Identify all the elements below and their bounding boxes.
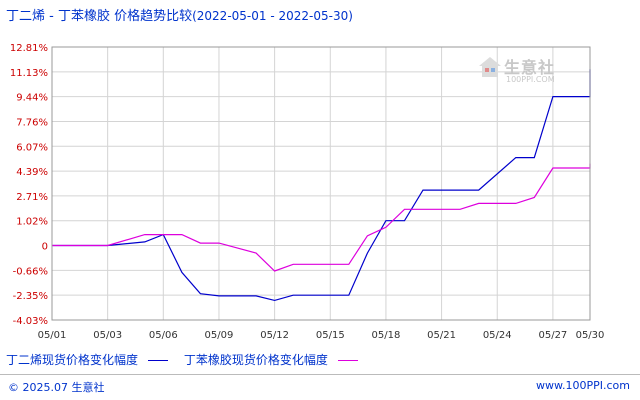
x-tick-label: 05/15: [316, 330, 345, 341]
x-axis-ticks: 05/01 05/03 05/06 05/09 05/12 05/15 05/18 05/21…: [38, 330, 605, 341]
x-tick-label: 05/21: [427, 330, 456, 341]
y-tick-label: 11.13%: [10, 68, 48, 79]
x-tick-label: 05/27: [538, 330, 567, 341]
house-icon: [479, 57, 501, 77]
x-tick-label: 05/03: [93, 330, 122, 341]
series-line-sbr: [52, 163, 591, 272]
x-tick-label: 05/24: [483, 330, 512, 341]
legend-swatch-butadiene: [148, 360, 169, 361]
footer-site-link[interactable]: www.100PPI.com: [536, 379, 630, 392]
footer-copyright: © 2025.07 生意社: [8, 381, 105, 394]
x-tick-label: 05/30: [576, 330, 605, 341]
x-tick-label: 05/12: [260, 330, 289, 341]
chart-title-text: 丁二烯 - 丁苯橡胶 价格趋势比较: [6, 9, 193, 24]
watermark-url: 100PPI.COM: [506, 75, 555, 84]
series-line-butadiene: [52, 69, 591, 302]
legend-label-sbr: 丁苯橡胶现货价格变化幅度: [183, 353, 328, 367]
x-tick-label: 05/09: [205, 330, 234, 341]
y-tick-label: 12.81%: [10, 43, 48, 54]
x-tick-label: 05/01: [38, 330, 67, 341]
chart-series: [52, 69, 591, 302]
chart-title: 丁二烯 - 丁苯橡胶 价格趋势比较(2022-05-01 - 2022-05-3…: [6, 5, 353, 24]
legend-item-butadiene: 丁二烯现货价格变化幅度: [6, 351, 169, 368]
y-axis-ticks: 12.81% 11.13% 9.44% 7.76% 6.07% 4.39% 2.71% 1.0…: [10, 43, 48, 327]
legend-item-sbr: 丁苯橡胶现货价格变化幅度: [184, 351, 358, 368]
y-tick-label: -0.66%: [13, 266, 48, 277]
y-tick-label: -4.03%: [13, 316, 48, 327]
y-tick-label: -2.35%: [13, 291, 48, 302]
chart-legend: 丁二烯现货价格变化幅度 丁苯橡胶现货价格变化幅度: [6, 351, 370, 368]
y-tick-label: 0: [42, 242, 48, 253]
x-tick-label: 05/18: [372, 330, 401, 341]
y-tick-label: 4.39%: [16, 167, 48, 178]
chart-date-range: (2022-05-01 - 2022-05-30): [192, 9, 353, 23]
y-tick-label: 6.07%: [16, 142, 48, 153]
y-tick-label: 1.02%: [16, 217, 48, 228]
legend-swatch-sbr: [337, 360, 358, 361]
watermark-name: 生意社: [504, 58, 556, 77]
y-tick-label: 9.44%: [16, 93, 48, 104]
y-tick-label: 2.71%: [16, 192, 48, 203]
y-tick-label: 7.76%: [16, 117, 48, 128]
x-tick-label: 05/06: [149, 330, 178, 341]
watermark-logo: 生意社 100PPI.COM: [478, 54, 573, 86]
footer-divider: [0, 374, 640, 375]
legend-label-butadiene: 丁二烯现货价格变化幅度: [6, 353, 139, 367]
plot-area-border: [51, 46, 591, 321]
chart-grid: [51, 46, 591, 321]
